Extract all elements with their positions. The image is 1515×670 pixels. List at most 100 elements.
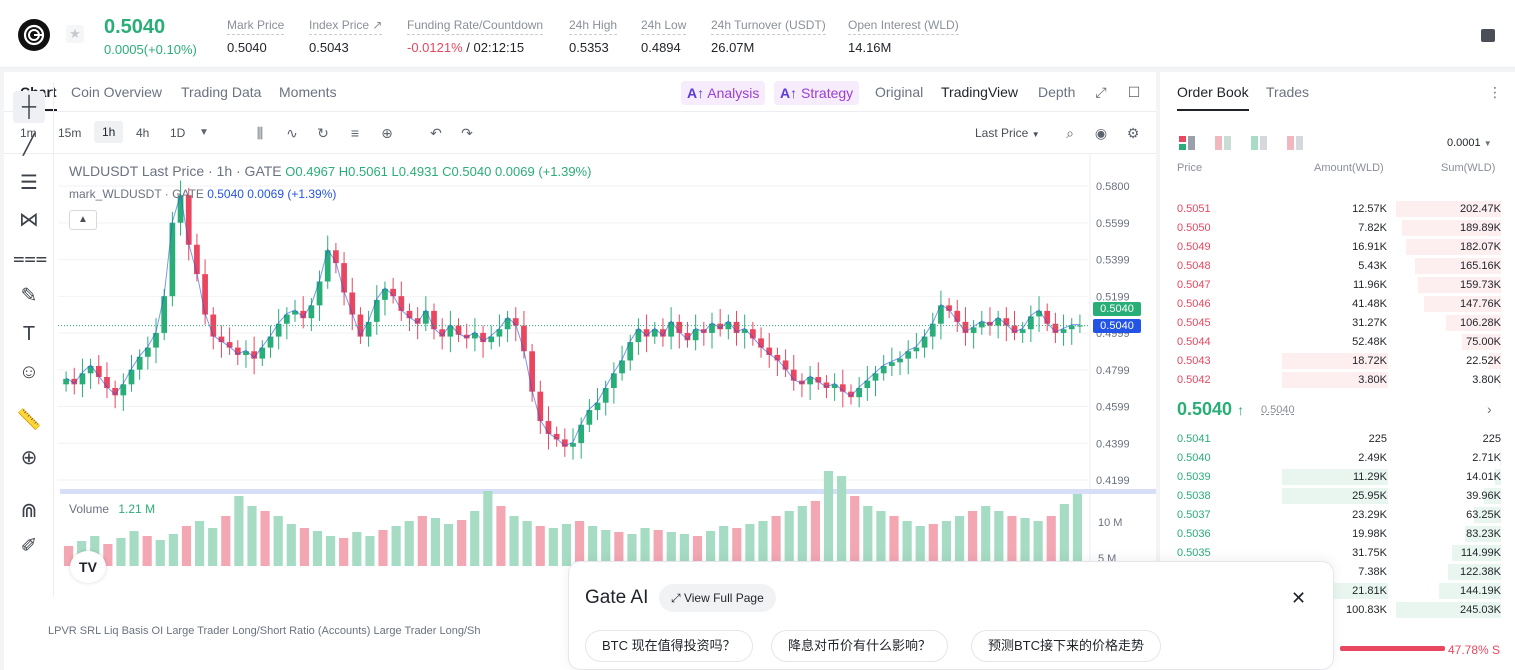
tab-trading-data[interactable]: Trading Data — [181, 84, 262, 100]
depth-bar — [1489, 353, 1501, 369]
magnet-icon[interactable]: ⋒ — [20, 500, 38, 522]
book-icon[interactable] — [1481, 29, 1495, 42]
price-type-select[interactable]: Last Price ▼ — [975, 126, 1040, 140]
bid-row[interactable]: 0.5036 19.98K 83.23K — [1160, 525, 1515, 544]
replay-icon[interactable]: ↻ — [317, 125, 329, 141]
collapse-legend-button[interactable]: ▲ — [69, 210, 97, 230]
trendline-icon[interactable]: ╱ — [22, 134, 36, 156]
ask-row[interactable]: 0.5048 5.43K 165.16K — [1160, 257, 1515, 276]
tab-depth[interactable]: Depth — [1038, 84, 1076, 100]
tab-original[interactable]: Original — [875, 84, 924, 100]
fullscreen-icon[interactable]: ☐ — [1127, 84, 1141, 100]
search-icon[interactable]: ⌕ — [1066, 125, 1074, 141]
bid-row[interactable]: 100.83K 245.03K — [1160, 601, 1515, 620]
tradingview-logo[interactable]: TV — [70, 551, 106, 583]
tab-moments[interactable]: Moments — [279, 84, 337, 100]
expand-icon[interactable]: ⤢ — [1095, 84, 1107, 100]
analysis-button[interactable]: A↑ Analysis — [681, 81, 766, 105]
ask-row[interactable]: 0.5045 31.27K 106.28K — [1160, 314, 1515, 333]
ask-row[interactable]: 0.5049 16.91K 182.07K — [1160, 238, 1515, 257]
horizontal-lines-icon[interactable]: ☰ — [20, 172, 38, 194]
fib-icon[interactable]: ⩶ — [13, 247, 48, 269]
timeframe-1m[interactable]: 1m — [20, 126, 37, 140]
precision-select[interactable]: 0.0001 ▼ — [1447, 137, 1492, 149]
timeframe-1h[interactable]: 1h — [94, 121, 124, 143]
depth-bar — [1415, 258, 1501, 274]
bid-row[interactable]: 0.5035 31.75K 114.99K — [1160, 544, 1515, 563]
text-icon[interactable]: T — [22, 323, 36, 345]
close-icon[interactable]: ✕ — [1291, 588, 1307, 608]
stat-mark-price[interactable]: Mark Price 0.5040 — [227, 18, 285, 55]
last-price-tag: 0.5040 — [1093, 302, 1141, 316]
bid-row[interactable]: 0.5040 2.49K 2.71K — [1160, 449, 1515, 468]
bid-row[interactable]: 7.38K 122.38K — [1160, 563, 1515, 582]
asks-only-icon[interactable] — [1215, 136, 1231, 150]
brush-icon[interactable]: ✎ — [20, 285, 38, 307]
ask-row[interactable]: 0.5051 12.57K 202.47K — [1160, 200, 1515, 219]
depth-mode-icon[interactable] — [1287, 136, 1303, 150]
ai-question-1[interactable]: BTC 现在值得投资吗？ — [585, 630, 753, 662]
tab-trades[interactable]: Trades — [1266, 84, 1310, 100]
bid-row[interactable]: 0.5039 11.29K 14.01K — [1160, 468, 1515, 487]
chevron-down-icon[interactable]: ▼ — [199, 127, 209, 138]
ai-question-2[interactable]: 降息对币价有什么影响？ — [771, 630, 949, 662]
lock-icon[interactable]: ✐ — [20, 535, 38, 557]
template-icon[interactable]: ≡ — [350, 125, 360, 141]
redo-icon[interactable]: ↷ — [461, 125, 473, 141]
header-price: Price — [1177, 162, 1203, 174]
ask-row[interactable]: 0.5044 52.48K 75.00K — [1160, 333, 1515, 352]
candle-body — [561, 439, 568, 447]
ask-row[interactable]: 0.5042 3.80K 3.80K — [1160, 371, 1515, 390]
volume-bar — [902, 521, 912, 566]
timeframe-4h[interactable]: 4h — [136, 126, 150, 140]
more-icon[interactable]: ⋮ — [1488, 84, 1502, 100]
ruler-icon[interactable]: 📏 — [16, 409, 42, 431]
chevron-right-icon[interactable]: › — [1487, 401, 1492, 417]
indicators-icon[interactable]: ∿ — [286, 125, 298, 141]
gear-icon[interactable]: ⚙ — [1126, 125, 1140, 141]
candle-body — [316, 281, 323, 306]
row-price: 0.5040 — [1177, 452, 1211, 464]
candle-body — [660, 329, 666, 337]
stat-open-interest[interactable]: Open Interest (WLD) 14.16M — [848, 18, 959, 55]
candle-type-icon[interactable]: ⫼ — [256, 125, 264, 141]
strategy-button[interactable]: A↑ Strategy — [774, 81, 860, 105]
ask-row[interactable]: 0.5047 11.96K 159.73K — [1160, 276, 1515, 295]
gate-logo-icon[interactable] — [18, 19, 50, 51]
stat-index-price[interactable]: Index Price ↗ 0.5043 — [309, 18, 383, 55]
tab-tradingview[interactable]: TradingView — [941, 84, 1019, 100]
bid-row[interactable]: 0.5037 23.29K 63.25K — [1160, 506, 1515, 525]
ask-row[interactable]: 0.5046 41.48K 147.76K — [1160, 295, 1515, 314]
view-full-page-button[interactable]: ⤢ View Full Page — [659, 584, 776, 612]
zoom-in-icon[interactable]: ⊕ — [20, 447, 38, 469]
price-chart[interactable]: 0.58000.55990.53990.51990.49990.47990.45… — [58, 154, 1156, 570]
timeframe-1d[interactable]: 1D — [170, 126, 186, 140]
volume-bar — [823, 471, 834, 566]
emoji-icon[interactable]: ☺ — [18, 361, 40, 383]
crosshair-icon[interactable]: ┼ — [13, 91, 45, 123]
ask-row[interactable]: 0.5043 18.72K 22.52K — [1160, 352, 1515, 371]
pattern-icon[interactable]: ⋈ — [19, 209, 39, 231]
ai-question-3[interactable]: 预测BTC接下来的价格走势 — [971, 630, 1162, 662]
stat-24h-high[interactable]: 24h High 0.5353 — [569, 18, 618, 55]
bid-row[interactable]: 0.5041 225 225 — [1160, 430, 1515, 449]
camera-icon[interactable]: ◉ — [1094, 125, 1108, 141]
candle-body — [153, 332, 159, 348]
tab-order-book[interactable]: Order Book — [1177, 84, 1249, 111]
both-sides-icon[interactable] — [1179, 136, 1195, 150]
add-indicator-icon[interactable]: ⊕ — [381, 125, 393, 141]
ask-row[interactable]: 0.5050 7.82K 189.89K — [1160, 219, 1515, 238]
bid-row[interactable]: 0.5038 25.95K 39.96K — [1160, 487, 1515, 506]
mid-price[interactable]: 0.5040 ↑ — [1177, 399, 1245, 419]
bids-only-icon[interactable] — [1251, 136, 1267, 150]
favorite-star-icon[interactable]: ★ — [66, 25, 84, 43]
undo-icon[interactable]: ↶ — [430, 125, 442, 141]
stat-funding-rate[interactable]: Funding Rate/Countdown -0.0121% / 02:12:… — [407, 18, 544, 55]
row-price: 0.5041 — [1177, 433, 1211, 445]
stat-24h-turnover[interactable]: 24h Turnover (USDT) 26.07M — [711, 18, 826, 55]
stat-24h-low[interactable]: 24h Low 0.4894 — [641, 18, 687, 55]
timeframe-15m[interactable]: 15m — [58, 126, 82, 140]
indicator-bar[interactable]: LPVR SRL Liq Basis OI Large Trader Long/… — [48, 625, 481, 637]
tab-coin-overview[interactable]: Coin Overview — [71, 84, 163, 100]
candle-body — [913, 347, 920, 352]
